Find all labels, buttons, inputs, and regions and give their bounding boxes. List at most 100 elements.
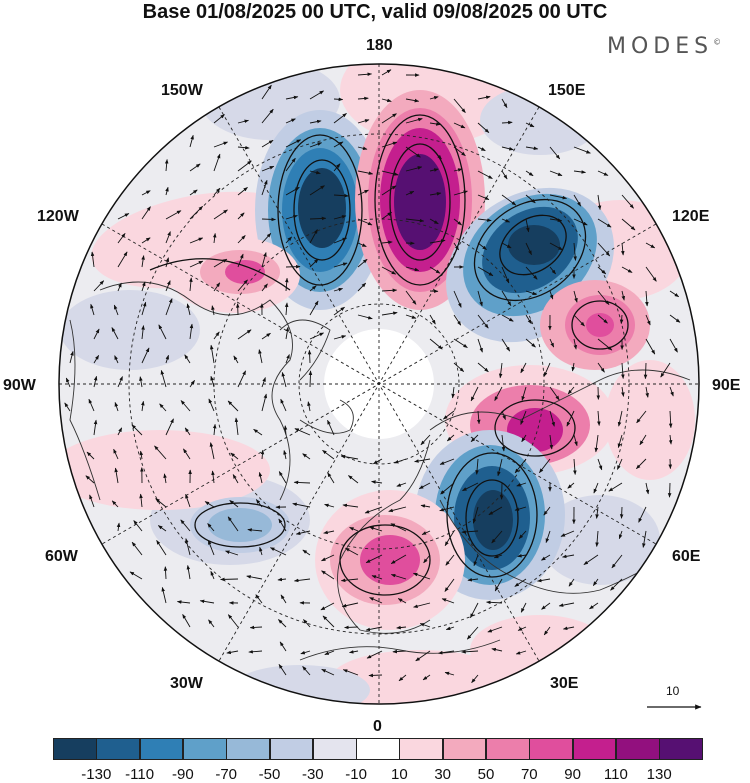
wind-vector	[261, 232, 272, 244]
wind-vector	[521, 386, 527, 401]
wind-vector	[381, 185, 397, 196]
wind-vector	[208, 619, 215, 628]
wind-vector	[669, 338, 678, 353]
wind-vector	[261, 179, 268, 196]
wind-vector	[562, 554, 575, 559]
wind-vector	[322, 449, 335, 460]
wind-vector	[373, 458, 383, 465]
wind-vector	[117, 213, 130, 220]
wind-vector	[155, 498, 167, 508]
wind-vector	[381, 240, 393, 245]
wind-vector	[621, 242, 625, 256]
wind-vector	[396, 482, 407, 487]
wind-vector	[117, 282, 122, 292]
wind-vector	[333, 193, 349, 198]
colorbar-swatch	[486, 738, 530, 760]
wind-vector	[453, 146, 466, 157]
wind-vector	[669, 314, 681, 323]
wind-vector	[189, 205, 203, 220]
colorbar-swatch	[442, 738, 487, 760]
wind-vector	[139, 493, 143, 508]
wind-vector	[309, 142, 323, 148]
wind-vector	[165, 257, 170, 268]
wind-vector	[160, 369, 167, 388]
wind-vector	[141, 237, 151, 244]
wind-vector	[280, 594, 287, 604]
wind-vector	[246, 575, 263, 580]
wind-vector	[549, 266, 556, 275]
wind-vector	[562, 626, 575, 631]
wind-vector	[608, 482, 623, 492]
wind-vector	[278, 664, 287, 676]
wind-vector	[422, 674, 431, 681]
wind-vector	[302, 666, 311, 676]
wind-vector	[261, 165, 275, 172]
colorbar-label: 30	[434, 766, 452, 783]
wind-vector	[342, 669, 359, 676]
wind-vector	[643, 362, 648, 380]
wind-vector	[65, 377, 71, 388]
wind-vector	[141, 206, 151, 220]
wind-vector	[227, 516, 239, 532]
map-border	[58, 63, 700, 705]
wind-vector	[619, 314, 624, 325]
wind-vector	[501, 120, 513, 125]
wind-vector	[405, 266, 420, 272]
wind-vector	[566, 410, 575, 427]
wind-vector	[397, 598, 407, 604]
colorbar-swatch	[529, 738, 574, 760]
wind-vector	[365, 554, 383, 564]
wind-vector	[497, 458, 503, 477]
wind-vector	[309, 119, 322, 124]
lon-label-60e: 60E	[672, 548, 701, 565]
wind-vector	[320, 602, 335, 611]
wind-vector	[233, 355, 239, 364]
wind-vector	[477, 194, 490, 201]
wind-vector	[261, 108, 274, 124]
wind-vector	[327, 419, 335, 436]
wind-vector	[371, 575, 383, 580]
wind-vector	[381, 311, 398, 316]
wind-vector	[295, 530, 311, 535]
wind-vector	[501, 170, 508, 180]
wind-vector	[477, 362, 489, 373]
wind-vector	[209, 442, 215, 460]
wind-vector	[470, 602, 479, 619]
colorbar-label: 130	[646, 766, 672, 783]
wind-vector	[392, 649, 407, 654]
wind-vector	[405, 146, 421, 158]
wind-vector	[185, 493, 191, 508]
wind-vector	[573, 290, 578, 303]
wind-vector	[477, 218, 492, 222]
wind-vector	[207, 539, 215, 556]
wind-vector	[501, 290, 512, 306]
wind-vector	[381, 211, 392, 220]
wind-vector	[285, 95, 299, 100]
wind-vector	[429, 122, 441, 126]
wind-vector	[323, 530, 335, 535]
wind-vector	[226, 650, 239, 655]
wind-vector	[159, 403, 167, 412]
wind-vector	[518, 530, 527, 540]
colorbar-label: -30	[301, 766, 324, 783]
colorbar-label: 70	[520, 766, 538, 783]
wind-vector	[429, 146, 442, 160]
wind-vector	[381, 113, 397, 124]
wind-vector	[498, 362, 503, 379]
wind-vector	[477, 146, 486, 152]
wind-vector	[477, 290, 483, 307]
wind-vector	[617, 434, 623, 449]
wind-vector	[514, 506, 527, 511]
wind-vector	[210, 570, 215, 580]
wind-vector	[440, 482, 455, 495]
wind-vector	[165, 186, 169, 196]
wind-vector	[278, 471, 287, 484]
wind-vector	[567, 386, 575, 395]
wind-vector	[154, 445, 167, 460]
wind-vector	[165, 231, 171, 244]
wind-vector	[573, 338, 578, 350]
wind-vector	[117, 427, 123, 436]
wind-vector	[419, 623, 431, 628]
wind-vector	[525, 218, 530, 233]
wind-vector	[560, 530, 575, 537]
